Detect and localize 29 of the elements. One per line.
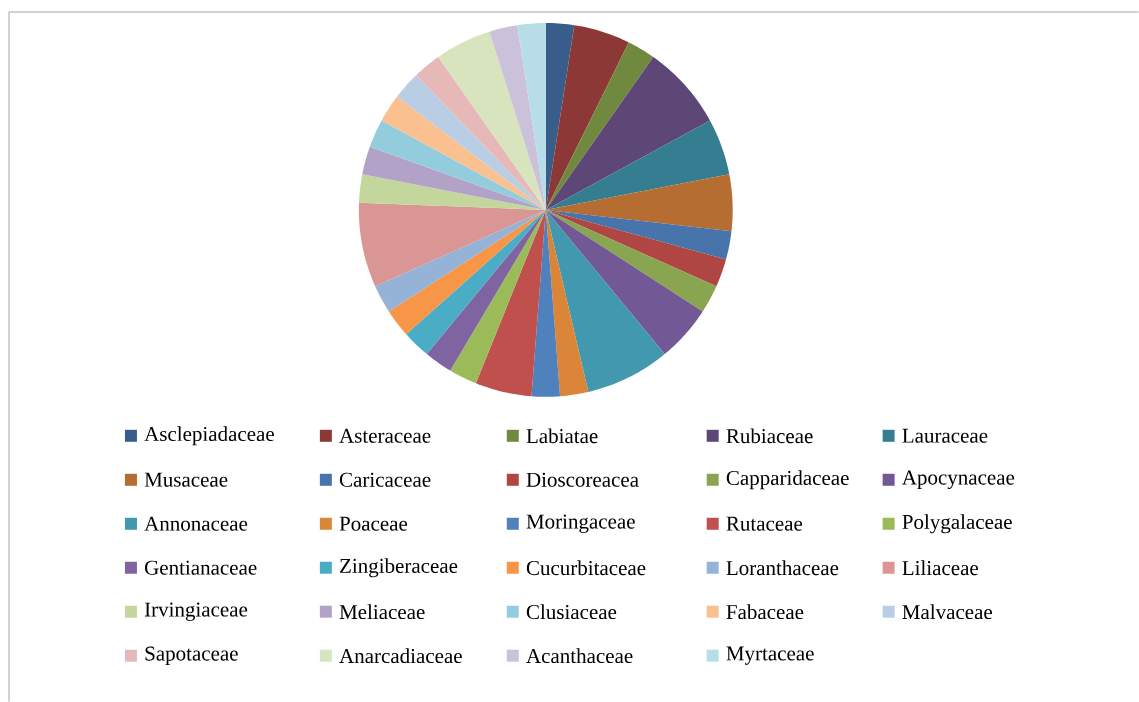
- legend-label: Rutaceae: [726, 516, 803, 531]
- legend-label: Clusiaceae: [526, 604, 617, 620]
- legend-label: Apocynaceae: [902, 470, 1015, 489]
- legend-label: Malvaceae: [902, 604, 992, 620]
- legend-label: Lauraceae: [902, 428, 988, 443]
- legend-label: Myrtaceae: [726, 646, 814, 665]
- legend-label: Zingiberaceae: [340, 558, 458, 578]
- legend-label: Dioscoreacea: [526, 472, 639, 487]
- legend-label: Irvingiaceae: [144, 602, 248, 621]
- legend-label: Caricaceae: [339, 472, 431, 487]
- legend-label: Sapotaceae: [145, 646, 238, 665]
- legend-label: Gentianaceae: [145, 560, 257, 575]
- legend-label: Asclepiadaceae: [144, 426, 274, 446]
- legend-label: Labiatae: [526, 428, 598, 444]
- legend-label: Acanthaceae: [526, 648, 633, 663]
- legend-label: Polygalaceae: [902, 514, 1012, 534]
- legend-label: Meliaceae: [339, 604, 425, 620]
- legend-label: Annonaceae: [144, 516, 248, 531]
- legend-label: Fabaceae: [726, 604, 804, 620]
- legend-label: Musaceae: [144, 472, 228, 487]
- legend-label: Rubiaceae: [726, 428, 813, 444]
- legend-label: Cucurbitaceae: [526, 560, 646, 576]
- legend-label: Liliaceae: [902, 560, 979, 576]
- legend-label: Loranthaceae: [726, 560, 839, 576]
- legend-label: Moringaceae: [526, 514, 635, 533]
- legend-label: Capparidaceae: [726, 470, 849, 490]
- legend-label: Poaceae: [339, 516, 408, 531]
- legend-label: Anarcadiaceae: [339, 648, 462, 663]
- legend-label: Asteraceae: [339, 428, 431, 443]
